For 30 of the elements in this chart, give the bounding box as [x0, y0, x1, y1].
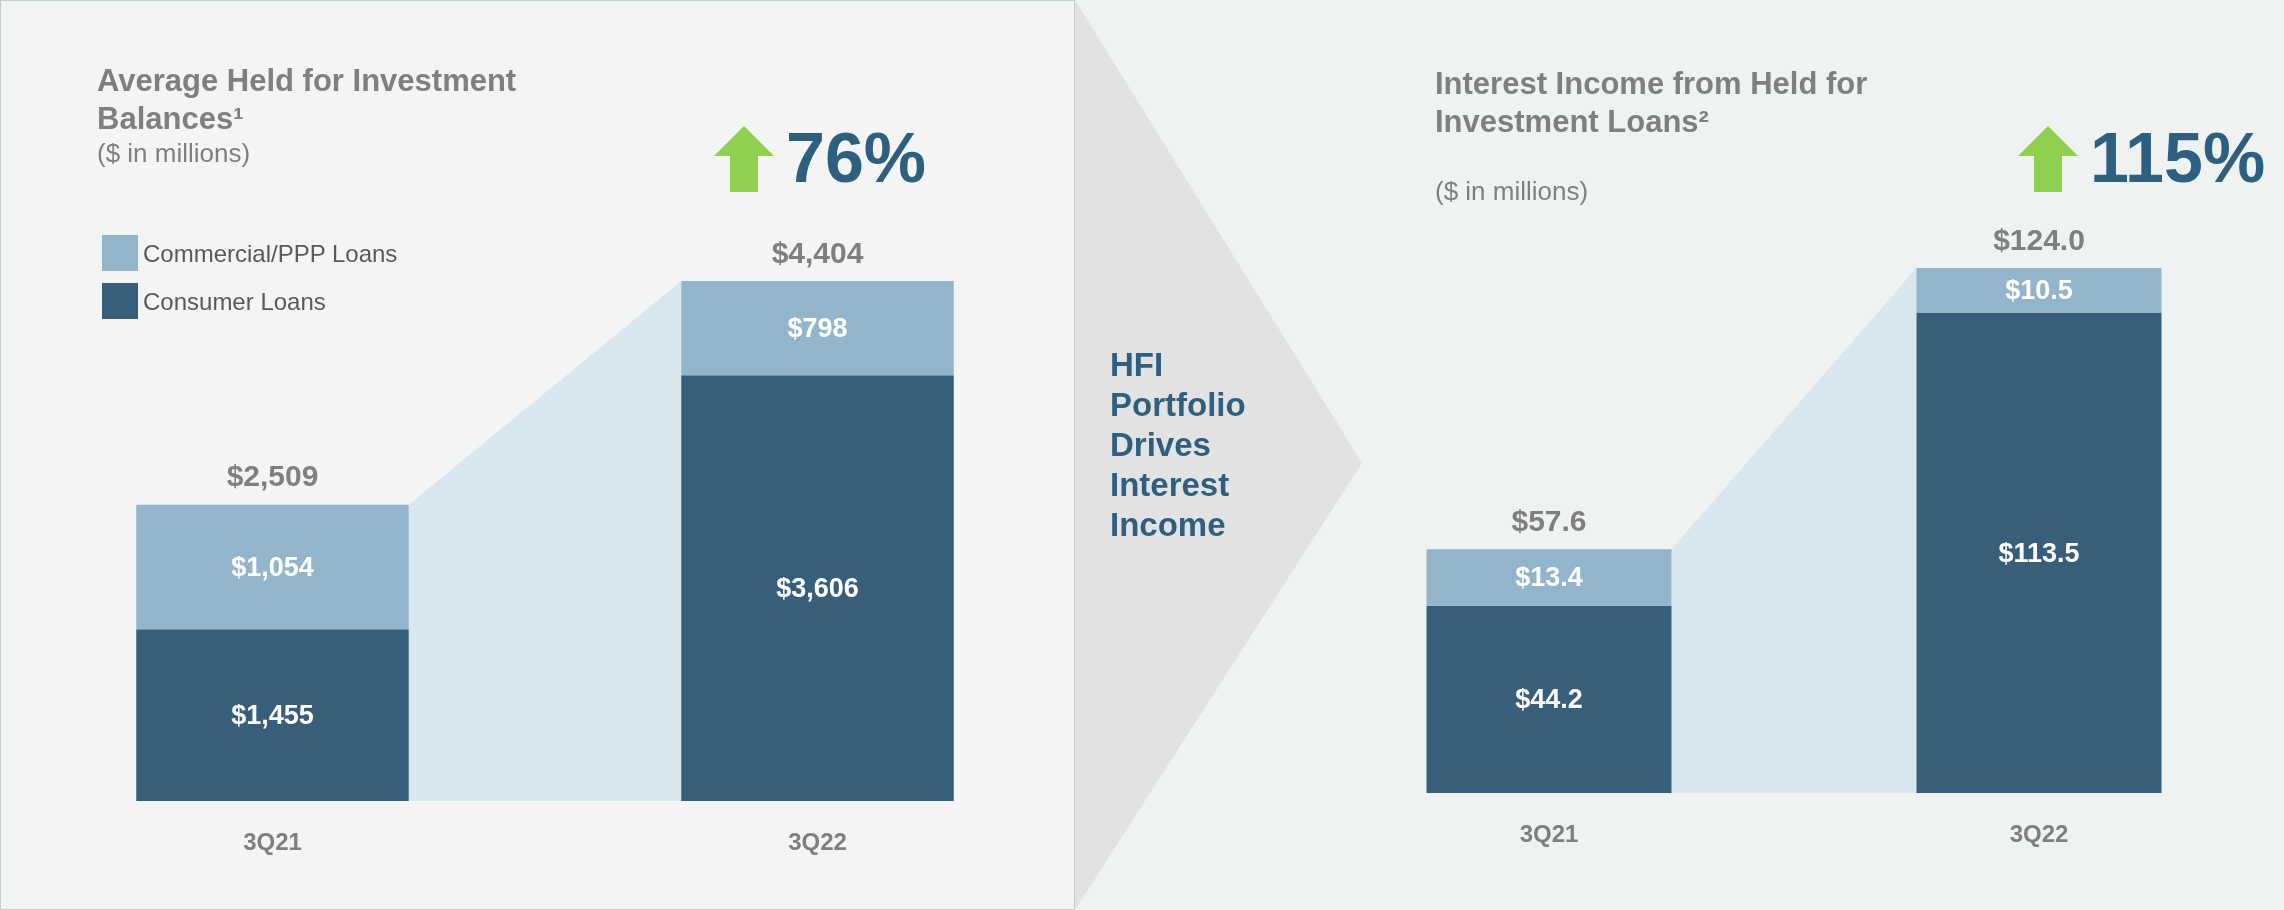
x-tick-label: 3Q22 — [788, 827, 847, 855]
text: 76% — [786, 118, 927, 198]
x-tick-label: 3Q21 — [1519, 819, 1579, 847]
legend-label: Commercial/PPP Loans — [143, 239, 398, 267]
chart-title: Interest Income from Held for Investment Loans² — [1435, 65, 1869, 141]
data-label: $10.5 — [2005, 275, 2073, 306]
data-label: $798 — [787, 313, 848, 344]
total-label: $124.0 — [1993, 222, 2085, 256]
data-label: $1,054 — [231, 551, 314, 582]
total-label: $2,509 — [226, 459, 319, 493]
chart-title: Average Held for Investment Balances¹ — [97, 62, 518, 138]
bar — [1916, 268, 2162, 313]
total-label: $4,404 — [771, 235, 864, 269]
bar — [1426, 549, 1672, 606]
chart-subtitle: ($ in millions) — [97, 138, 251, 169]
bar — [136, 504, 409, 630]
data-label: $113.5 — [1998, 537, 2080, 568]
x-tick-label: 3Q22 — [2009, 819, 2069, 847]
total-label: $57.6 — [1511, 503, 1587, 537]
text: 115% — [2090, 118, 2266, 198]
chart-subtitle: ($ in millions) — [1435, 176, 1589, 207]
data-label: $1,455 — [231, 700, 314, 731]
text: HFI Portfolio Drives Interest Income — [1110, 345, 1247, 545]
bar — [681, 281, 954, 376]
data-label: $3,606 — [776, 573, 859, 604]
data-label: $13.4 — [1515, 562, 1583, 593]
x-tick-label: 3Q21 — [243, 827, 302, 855]
bar — [136, 629, 409, 801]
legend-label: Consumer Loans — [143, 287, 326, 315]
data-label: $44.2 — [1515, 684, 1583, 715]
